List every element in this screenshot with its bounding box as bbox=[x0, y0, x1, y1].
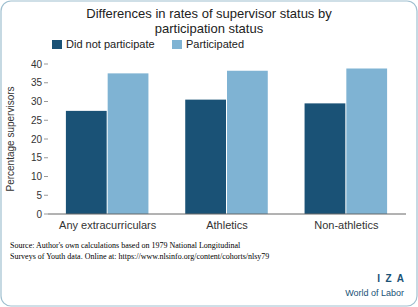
source-note: Source: Author's own calculations based … bbox=[10, 241, 269, 261]
y-axis-label: Percentage supervisors bbox=[5, 86, 16, 191]
y-tick-label: 35 bbox=[31, 77, 43, 88]
legend-swatch bbox=[172, 40, 182, 49]
y-tick-label: 5 bbox=[36, 190, 42, 201]
brand-subtext: World of Labor bbox=[345, 288, 404, 298]
y-tick-label: 40 bbox=[31, 59, 43, 70]
legend-label: Did not participate bbox=[66, 38, 155, 50]
y-tick bbox=[44, 101, 48, 102]
y-tick bbox=[44, 214, 48, 215]
y-tick bbox=[44, 139, 48, 140]
y-tick-label: 15 bbox=[31, 152, 43, 163]
y-tick bbox=[44, 176, 48, 177]
bar bbox=[227, 71, 268, 214]
y-tick bbox=[44, 157, 48, 158]
bars bbox=[66, 69, 387, 215]
x-tick-label: Non-athletics bbox=[314, 219, 379, 231]
bar bbox=[185, 100, 226, 214]
legend: Did not participate Participated bbox=[52, 38, 244, 50]
y-tick bbox=[44, 120, 48, 121]
y-tick bbox=[44, 195, 48, 196]
y-tick-label: 10 bbox=[31, 171, 43, 182]
y-tick bbox=[44, 82, 48, 83]
chart: Differences in rates of supervisor statu… bbox=[0, 0, 418, 307]
legend-label: Participated bbox=[186, 38, 244, 50]
brand: I Z A bbox=[377, 273, 404, 284]
y-tick-label: 30 bbox=[31, 96, 43, 107]
x-tick-label: Any extracurriculars bbox=[59, 219, 157, 231]
bar bbox=[305, 103, 346, 214]
x-tick-label: Athletics bbox=[206, 219, 248, 231]
title: Differences in rates of supervisor statu… bbox=[86, 6, 332, 36]
y-tick-label: 20 bbox=[31, 134, 43, 145]
bar bbox=[66, 111, 107, 214]
y-tick-label: 0 bbox=[36, 209, 42, 220]
y-tick bbox=[44, 64, 48, 65]
y-tick-label: 25 bbox=[31, 115, 43, 126]
bar bbox=[346, 69, 387, 215]
legend-swatch bbox=[52, 40, 62, 49]
border bbox=[1, 1, 417, 306]
x-axis-line bbox=[48, 214, 406, 215]
bar bbox=[108, 73, 149, 214]
